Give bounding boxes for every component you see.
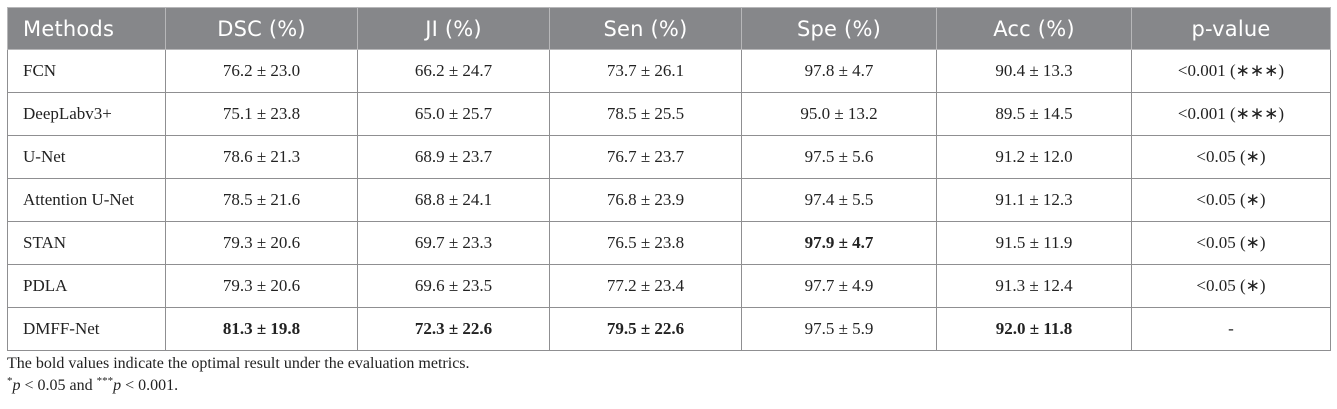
bold-values-note: The bold values indicate the optimal res… <box>7 355 470 372</box>
table-row: U-Net 78.6 ± 21.3 68.9 ± 23.7 76.7 ± 23.… <box>7 135 1331 179</box>
cell-dsc: 78.6 ± 21.3 <box>165 135 358 179</box>
cell-p-value: <0.001 (∗∗∗) <box>1131 92 1331 136</box>
cell-p-value: <0.05 (∗) <box>1131 264 1331 308</box>
cell-acc: 91.3 ± 12.4 <box>936 264 1132 308</box>
cell-ji-best: 72.3 ± 22.6 <box>357 307 550 351</box>
cell-method: FCN <box>7 49 166 93</box>
cell-method: STAN <box>7 221 166 265</box>
cell-acc: 91.5 ± 11.9 <box>936 221 1132 265</box>
table-row: DeepLabv3+ 75.1 ± 23.8 65.0 ± 25.7 78.5 … <box>7 92 1331 136</box>
cell-dsc: 78.5 ± 21.6 <box>165 178 358 222</box>
cell-method: DMFF-Net <box>7 307 166 351</box>
cell-ji: 68.9 ± 23.7 <box>357 135 550 179</box>
header-dsc: DSC (%) <box>165 7 358 50</box>
table-header-row: Methods DSC (%) JI (%) Sen (%) Spe (%) A… <box>7 7 1331 50</box>
table-footnotes: The bold values indicate the optimal res… <box>7 353 470 398</box>
cell-dsc: 75.1 ± 23.8 <box>165 92 358 136</box>
cell-dsc: 76.2 ± 23.0 <box>165 49 358 93</box>
header-methods: Methods <box>7 7 166 50</box>
cell-spe: 97.4 ± 5.5 <box>741 178 937 222</box>
cell-ji: 65.0 ± 25.7 <box>357 92 550 136</box>
cell-p-value: <0.05 (∗) <box>1131 135 1331 179</box>
header-p-value: p-value <box>1131 7 1331 50</box>
cell-ji: 69.6 ± 23.5 <box>357 264 550 308</box>
results-table-container: Methods DSC (%) JI (%) Sen (%) Spe (%) A… <box>7 7 1331 351</box>
significance-text-2: < 0.001. <box>121 377 179 394</box>
cell-acc: 91.1 ± 12.3 <box>936 178 1132 222</box>
header-sen: Sen (%) <box>549 7 742 50</box>
cell-p-value: <0.05 (∗) <box>1131 178 1331 222</box>
p-symbol: p <box>12 377 21 394</box>
table-row: PDLA 79.3 ± 20.6 69.6 ± 23.5 77.2 ± 23.4… <box>7 264 1331 308</box>
cell-spe: 97.5 ± 5.9 <box>741 307 937 351</box>
cell-ji: 66.2 ± 24.7 <box>357 49 550 93</box>
cell-spe: 97.7 ± 4.9 <box>741 264 937 308</box>
significance-note: *p < 0.05 and ***p < 0.001. <box>7 375 470 398</box>
cell-spe: 97.8 ± 4.7 <box>741 49 937 93</box>
table-row: STAN 79.3 ± 20.6 69.7 ± 23.3 76.5 ± 23.8… <box>7 221 1331 265</box>
cell-sen: 77.2 ± 23.4 <box>549 264 742 308</box>
table-row: DMFF-Net 81.3 ± 19.8 72.3 ± 22.6 79.5 ± … <box>7 307 1331 351</box>
cell-ji: 69.7 ± 23.3 <box>357 221 550 265</box>
cell-p-value: <0.001 (∗∗∗) <box>1131 49 1331 93</box>
cell-acc-best: 92.0 ± 11.8 <box>936 307 1132 351</box>
table-row: Attention U-Net 78.5 ± 21.6 68.8 ± 24.1 … <box>7 178 1331 222</box>
cell-sen: 76.5 ± 23.8 <box>549 221 742 265</box>
cell-sen: 76.8 ± 23.9 <box>549 178 742 222</box>
cell-ji: 68.8 ± 24.1 <box>357 178 550 222</box>
cell-sen-best: 79.5 ± 22.6 <box>549 307 742 351</box>
cell-acc: 89.5 ± 14.5 <box>936 92 1132 136</box>
cell-method: PDLA <box>7 264 166 308</box>
cell-spe: 95.0 ± 13.2 <box>741 92 937 136</box>
triple-star-marker: *** <box>96 375 114 387</box>
cell-spe: 97.5 ± 5.6 <box>741 135 937 179</box>
cell-dsc-best: 81.3 ± 19.8 <box>165 307 358 351</box>
cell-dsc: 79.3 ± 20.6 <box>165 264 358 308</box>
cell-acc: 90.4 ± 13.3 <box>936 49 1132 93</box>
cell-method: Attention U-Net <box>7 178 166 222</box>
cell-sen: 78.5 ± 25.5 <box>549 92 742 136</box>
table-row: FCN 76.2 ± 23.0 66.2 ± 24.7 73.7 ± 26.1 … <box>7 49 1331 93</box>
single-star-marker: * <box>7 375 13 387</box>
cell-sen: 76.7 ± 23.7 <box>549 135 742 179</box>
cell-acc: 91.2 ± 12.0 <box>936 135 1132 179</box>
header-ji: JI (%) <box>357 7 550 50</box>
significance-text-1: < 0.05 and <box>20 377 97 394</box>
header-acc: Acc (%) <box>936 7 1132 50</box>
p-symbol: p <box>113 377 122 394</box>
results-table: Methods DSC (%) JI (%) Sen (%) Spe (%) A… <box>7 7 1331 351</box>
cell-dsc: 79.3 ± 20.6 <box>165 221 358 265</box>
cell-sen: 73.7 ± 26.1 <box>549 49 742 93</box>
cell-spe-best: 97.9 ± 4.7 <box>741 221 937 265</box>
header-spe: Spe (%) <box>741 7 937 50</box>
cell-p-value: - <box>1131 307 1331 351</box>
cell-p-value: <0.05 (∗) <box>1131 221 1331 265</box>
cell-method: DeepLabv3+ <box>7 92 166 136</box>
cell-method: U-Net <box>7 135 166 179</box>
